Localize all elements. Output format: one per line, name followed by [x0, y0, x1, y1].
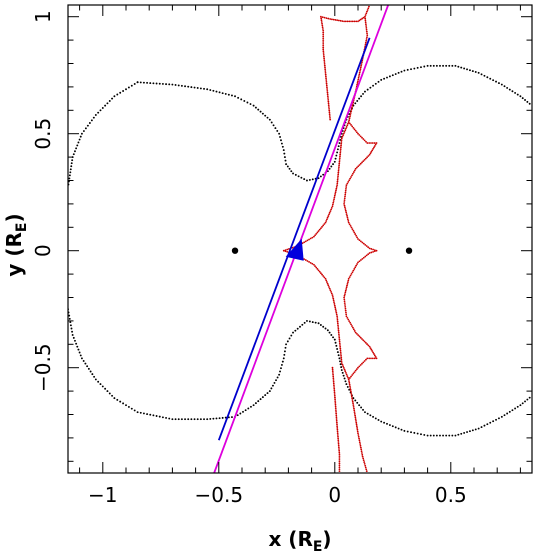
- critical-curve-0: [136, 64, 531, 182]
- x-tick-label: −0.5: [195, 483, 244, 507]
- caustic-segment-3: [331, 366, 341, 473]
- x-tick-label: 0: [328, 483, 341, 507]
- axis-ticks: [68, 5, 532, 473]
- x-tick-label: −1: [88, 483, 117, 507]
- y-tick-label: 0.5: [31, 118, 55, 150]
- source-track-magenta: [213, 5, 390, 473]
- source-marker: [285, 238, 304, 261]
- source-track-blue: [217, 37, 371, 441]
- y-tick-labels: −0.5 0 0.5 1: [31, 10, 55, 392]
- y-axis-label: y (RE): [2, 213, 30, 276]
- y-tick-label: 0: [31, 244, 55, 257]
- plot-content: [68, 5, 531, 473]
- x-tick-label: 0.5: [435, 483, 467, 507]
- x-axis-label: x (RE): [268, 527, 331, 555]
- plot-frame: [67, 4, 533, 474]
- x-tick-labels: −1 −0.5 0 0.5: [88, 483, 467, 507]
- caustic-segment-4: [347, 378, 368, 473]
- lens-point-1: [405, 247, 413, 254]
- caustic-segment-1: [319, 5, 370, 121]
- y-tick-label: 1: [31, 10, 55, 23]
- lens-point-0: [231, 247, 239, 254]
- y-tick-label: −0.5: [31, 343, 55, 392]
